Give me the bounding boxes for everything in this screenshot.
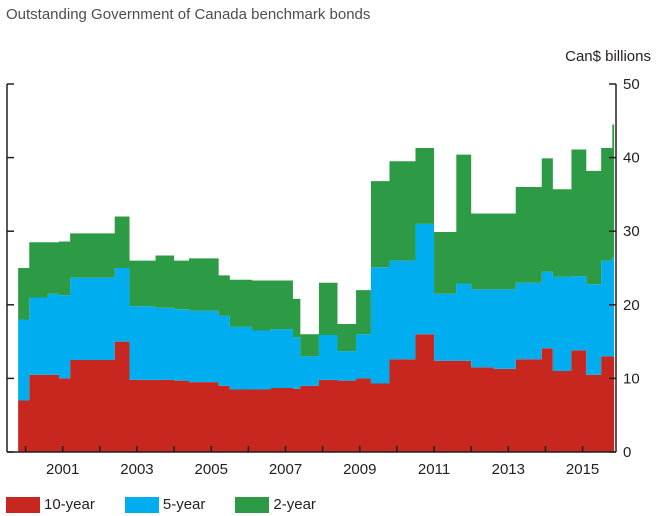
legend-swatch-5-year: [124, 496, 159, 513]
stacked-areas: [18, 124, 615, 452]
legend-label-5-year: 5-year: [162, 496, 206, 513]
x-tick-label: 2011: [418, 461, 450, 478]
y-tick-label: 40: [623, 150, 640, 167]
x-tick-label: 2013: [492, 461, 525, 478]
chart-title: Outstanding Government of Canada benchma…: [6, 6, 371, 23]
x-tick-label: 2015: [566, 461, 599, 478]
area-5-year: [18, 223, 615, 401]
y-tick-label: 30: [623, 223, 640, 240]
area-10-year: [18, 334, 615, 452]
legend-item-10-year: 10-year: [6, 496, 95, 513]
legend-swatch-10-year: [6, 496, 40, 513]
chart-ticks: 0 10 20 30 40 50 2001 2003 2005 2007 2009 2011 2013 2…: [7, 76, 640, 478]
legend-label-10-year: 10-year: [44, 496, 95, 513]
legend-item-5-year: 5-year: [124, 496, 206, 513]
y-tick-label: 20: [623, 297, 640, 314]
legend-swatch-2-year: [235, 496, 270, 513]
chart-axes: [6, 84, 617, 453]
x-tick-label: 2005: [195, 461, 228, 478]
x-tick-label: 2007: [269, 461, 302, 478]
area-2-year: [18, 124, 615, 357]
x-tick-label: 2001: [46, 461, 79, 478]
y-tick-label: 0: [623, 444, 631, 461]
x-tick-label: 2003: [120, 461, 153, 478]
y-axis-unit-label: Can$ billions: [565, 48, 651, 65]
x-tick-label: 2009: [343, 461, 376, 478]
y-tick-label: 50: [623, 76, 640, 93]
legend: 10-year 5-year 2-year: [6, 496, 346, 513]
legend-label-2-year: 2-year: [273, 496, 316, 513]
legend-item-2-year: 2-year: [235, 496, 316, 513]
y-tick-label: 10: [623, 370, 640, 387]
